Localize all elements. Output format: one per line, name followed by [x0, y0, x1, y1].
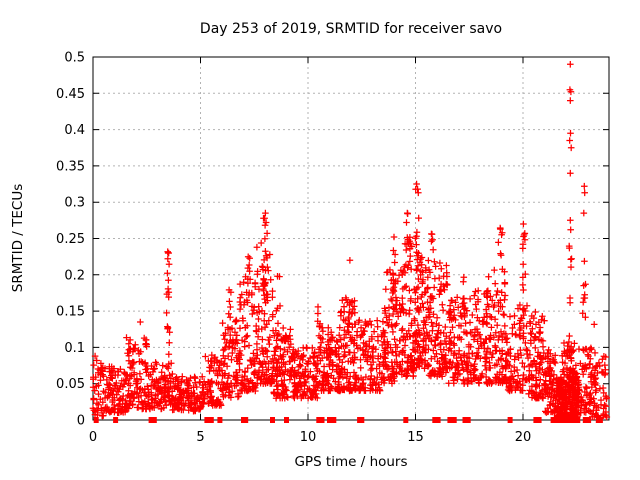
- x-tick-label: 0: [89, 430, 97, 445]
- y-tick-label: 0.5: [64, 51, 85, 66]
- y-tick-label: 0.2: [64, 268, 85, 283]
- y-tick-label: 0.4: [64, 123, 85, 138]
- y-axis-title: SRMTID / TECUs: [10, 183, 26, 293]
- data-points: [89, 61, 611, 422]
- y-tick-label: 0.45: [56, 87, 85, 102]
- y-tick-label: 0.05: [56, 377, 85, 392]
- y-tick-label: 0.15: [56, 305, 85, 320]
- y-tick-label: 0: [77, 414, 85, 429]
- x-tick-label: 5: [196, 430, 204, 445]
- zero-line-points: [93, 417, 603, 423]
- y-tick-label: 0.1: [64, 341, 85, 356]
- y-tick-label: 0.25: [56, 232, 85, 247]
- x-tick-label: 10: [300, 430, 317, 445]
- x-tick-label: 15: [407, 430, 424, 445]
- chart-title: Day 253 of 2019, SRMTID for receiver sav…: [199, 21, 503, 37]
- x-axis-title: GPS time / hours: [294, 454, 408, 470]
- y-tick-label: 0.35: [56, 159, 85, 174]
- y-tick-label: 0.3: [64, 196, 85, 211]
- x-tick-label: 20: [515, 430, 532, 445]
